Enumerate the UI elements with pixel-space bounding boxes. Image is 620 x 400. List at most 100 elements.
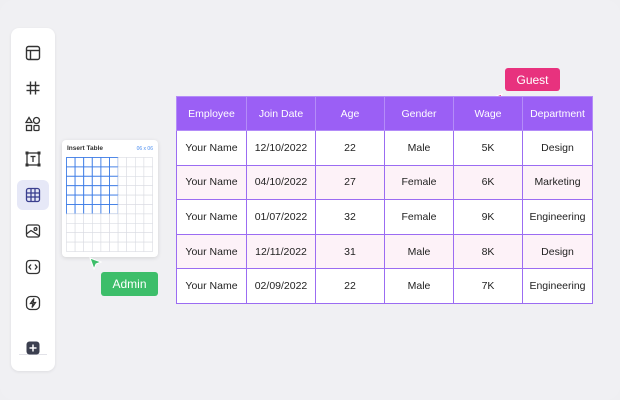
grid-cell[interactable] <box>66 223 76 234</box>
grid-cell[interactable] <box>100 241 110 252</box>
table-cell[interactable]: Male <box>384 268 454 304</box>
grid-cell[interactable] <box>143 241 153 252</box>
table-cell[interactable]: Male <box>384 130 454 166</box>
grid-cell[interactable] <box>143 223 153 234</box>
grid-cell[interactable] <box>117 213 127 224</box>
grid-cell[interactable] <box>91 241 102 252</box>
table-cell[interactable]: Engineering <box>522 268 593 304</box>
grid-cell[interactable] <box>117 223 127 234</box>
grid-cell[interactable] <box>143 166 153 177</box>
grid-cell[interactable] <box>83 213 93 224</box>
column-header[interactable]: Employee <box>176 96 247 131</box>
grid-cell-selected[interactable] <box>83 204 93 215</box>
grid-cell-selected[interactable] <box>66 185 76 196</box>
grid-cell[interactable] <box>109 213 119 224</box>
grid-cell[interactable] <box>74 232 85 243</box>
grid-cell[interactable] <box>135 194 145 205</box>
grid-cell[interactable] <box>135 175 145 186</box>
grid-cell[interactable] <box>66 213 76 224</box>
grid-cell[interactable] <box>66 241 76 252</box>
column-header[interactable]: Age <box>315 96 385 131</box>
grid-cell-selected[interactable] <box>100 185 110 196</box>
grid-cell[interactable] <box>126 157 136 168</box>
grid-cell-selected[interactable] <box>91 166 102 177</box>
grid-cell[interactable] <box>117 194 127 205</box>
grid-cell[interactable] <box>143 194 153 205</box>
grid-cell[interactable] <box>109 241 119 252</box>
table-size-grid[interactable] <box>66 157 154 253</box>
grid-cell[interactable] <box>74 223 85 234</box>
table-cell[interactable]: 7K <box>453 268 523 304</box>
grid-cell[interactable] <box>143 232 153 243</box>
table-cell[interactable]: Your Name <box>176 268 247 304</box>
grid-cell[interactable] <box>143 157 153 168</box>
grid-cell[interactable] <box>135 204 145 215</box>
grid-cell[interactable] <box>135 213 145 224</box>
grid-cell[interactable] <box>100 213 110 224</box>
grid-cell[interactable] <box>135 223 145 234</box>
grid-cell-selected[interactable] <box>83 194 93 205</box>
grid-cell[interactable] <box>126 241 136 252</box>
table-cell[interactable]: Female <box>384 164 454 201</box>
grid-cell[interactable] <box>83 241 93 252</box>
grid-cell[interactable] <box>126 175 136 186</box>
grid-cell[interactable] <box>91 232 102 243</box>
grid-cell-selected[interactable] <box>109 194 119 205</box>
grid-cell-selected[interactable] <box>100 166 110 177</box>
grid-cell[interactable] <box>91 223 102 234</box>
table-cell[interactable]: Design <box>522 233 593 270</box>
grid-cell[interactable] <box>135 166 145 177</box>
table-cell[interactable]: 31 <box>315 233 385 270</box>
grid-cell[interactable] <box>117 166 127 177</box>
table-cell[interactable]: 8K <box>453 233 523 270</box>
table-cell[interactable]: Male <box>384 233 454 270</box>
grid-cell-selected[interactable] <box>74 194 85 205</box>
grid-cell-selected[interactable] <box>100 157 110 168</box>
grid-cell-selected[interactable] <box>109 166 119 177</box>
table-cell[interactable]: 12/11/2022 <box>246 233 316 270</box>
table-cell[interactable]: 01/07/2022 <box>246 199 316 235</box>
grid-cell[interactable] <box>100 223 110 234</box>
grid-cell-selected[interactable] <box>91 157 102 168</box>
grid-cell-selected[interactable] <box>91 194 102 205</box>
table-cell[interactable]: Marketing <box>522 164 593 201</box>
column-header[interactable]: Join Date <box>246 96 316 131</box>
table-cell[interactable]: 6K <box>453 164 523 201</box>
column-header[interactable]: Department <box>522 96 593 131</box>
grid-cell-selected[interactable] <box>91 185 102 196</box>
grid-cell[interactable] <box>74 213 85 224</box>
grid-cell[interactable] <box>117 204 127 215</box>
column-header[interactable]: Gender <box>384 96 454 131</box>
grid-cell-selected[interactable] <box>66 175 76 187</box>
grid-cell[interactable] <box>74 241 85 252</box>
grid-cell-selected[interactable] <box>100 204 110 215</box>
add-tool-button[interactable] <box>17 333 49 363</box>
layout-tool-button[interactable] <box>17 38 49 68</box>
grid-cell[interactable] <box>143 185 153 196</box>
table-cell[interactable]: Your Name <box>176 233 247 270</box>
grid-cell[interactable] <box>126 223 136 234</box>
grid-cell-selected[interactable] <box>109 204 119 215</box>
grid-cell-selected[interactable] <box>83 166 93 177</box>
grid-cell-selected[interactable] <box>74 204 85 215</box>
grid-cell[interactable] <box>83 232 93 243</box>
text-tool-button[interactable] <box>17 144 49 174</box>
grid-cell[interactable] <box>126 166 136 177</box>
grid-cell[interactable] <box>126 194 136 205</box>
grid-cell[interactable] <box>109 232 119 243</box>
table-cell[interactable]: 32 <box>315 199 385 235</box>
table-cell[interactable]: 22 <box>315 130 385 166</box>
grid-cell-selected[interactable] <box>91 204 102 215</box>
grid-cell-selected[interactable] <box>109 157 119 168</box>
table-cell[interactable]: 02/09/2022 <box>246 268 316 304</box>
grid-cell[interactable] <box>66 232 76 243</box>
grid-cell[interactable] <box>117 241 127 252</box>
shapes-tool-button[interactable] <box>17 109 49 139</box>
grid-cell[interactable] <box>109 223 119 234</box>
grid-cell[interactable] <box>126 232 136 243</box>
grid-cell[interactable] <box>143 204 153 215</box>
grid-cell-selected[interactable] <box>74 157 85 168</box>
grid-cell[interactable] <box>117 175 127 186</box>
embed-tool-button[interactable] <box>17 252 49 282</box>
grid-cell-selected[interactable] <box>66 194 76 205</box>
